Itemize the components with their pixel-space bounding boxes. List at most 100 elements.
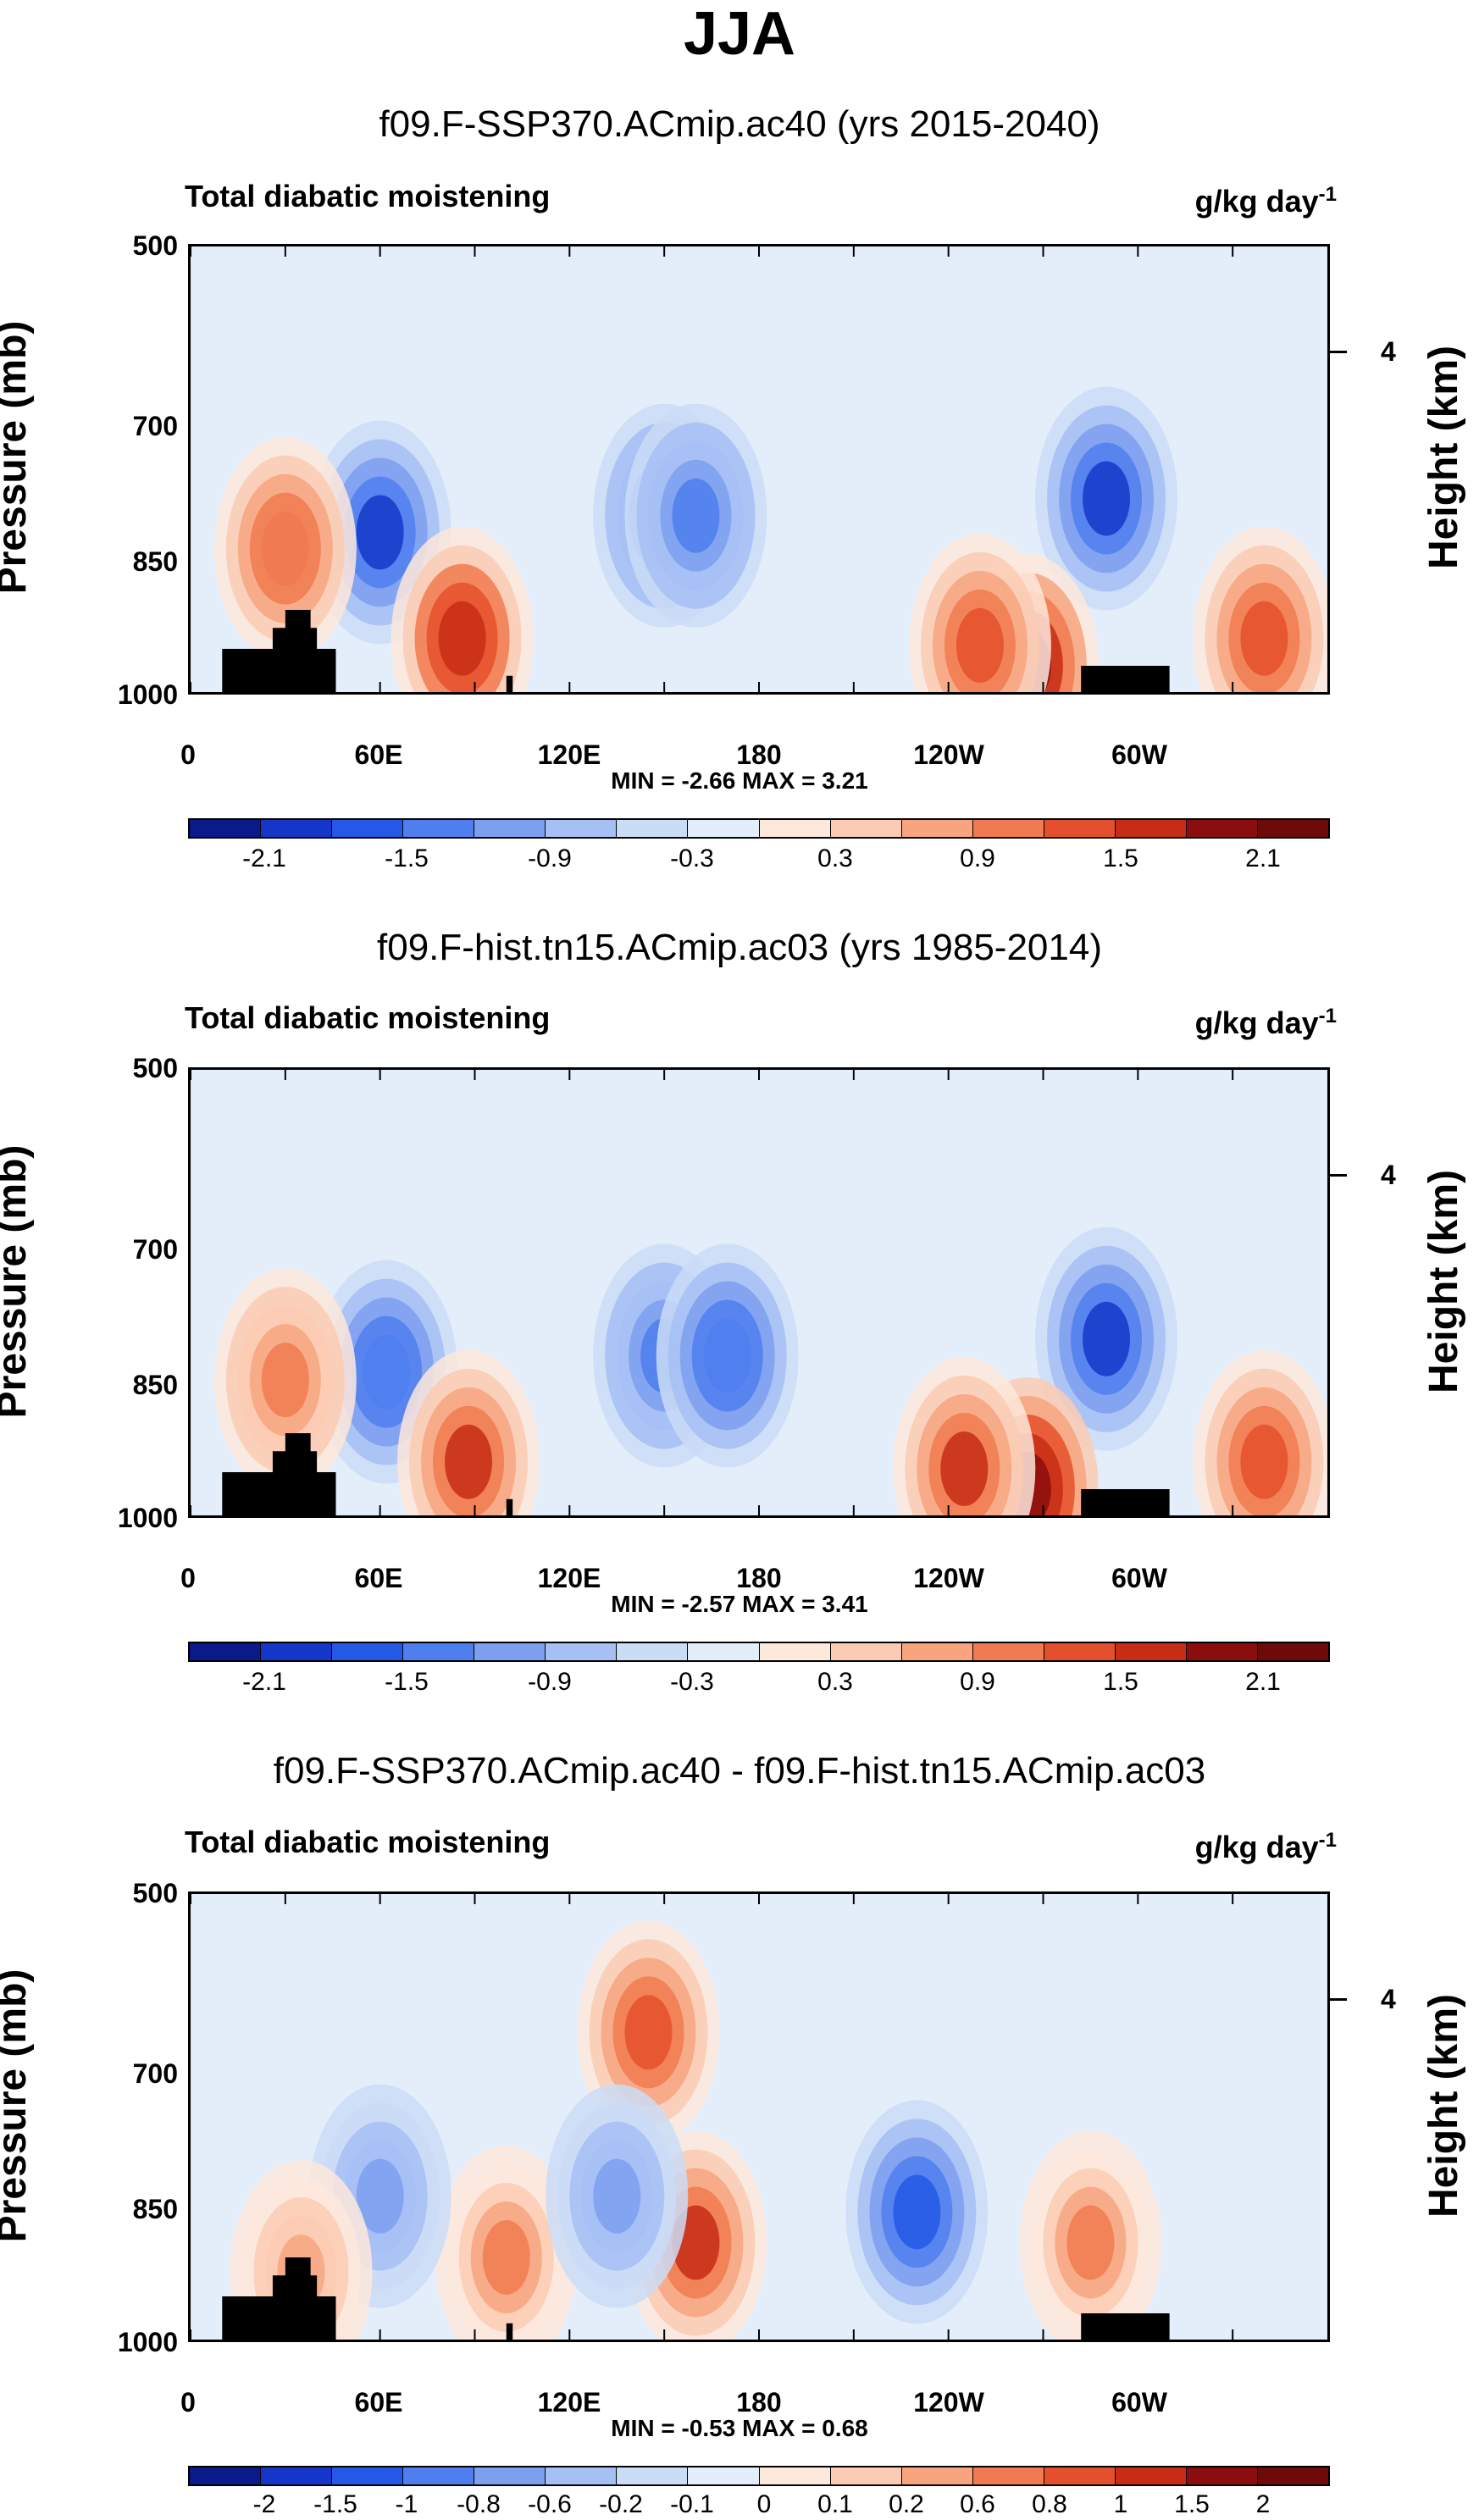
colorbar-swatch — [403, 820, 475, 837]
colorbar-swatch — [830, 820, 902, 837]
colorbar-swatch — [901, 820, 973, 837]
contour-feature-8 — [1240, 1424, 1288, 1499]
colorbar-swatch — [901, 2467, 973, 2484]
panel-3-xtick-0: 0 — [180, 2387, 196, 2418]
panel-3-cb-label: -2 — [252, 2490, 276, 2518]
colorbar-swatch — [190, 820, 262, 837]
colorbar-swatch — [474, 2467, 546, 2484]
colorbar-swatch — [972, 2467, 1044, 2484]
colorbar-swatch — [261, 1643, 333, 1660]
contour-feature-5 — [261, 1343, 309, 1418]
contour-feature-0 — [356, 495, 404, 570]
colorbar-swatch — [759, 2467, 831, 2484]
panel-1-ytick-700: 700 — [132, 411, 178, 441]
topography-mask — [285, 1432, 311, 1515]
colorbar-swatch — [617, 820, 689, 837]
panel-3-cb-label: 0.2 — [889, 2490, 924, 2518]
panel-1-cb-label: 0.3 — [817, 845, 853, 872]
colorbar-swatch — [1186, 820, 1258, 837]
panel-3-units-label: g/kg day-1 — [1194, 1829, 1337, 1864]
contour-feature-6 — [1066, 2205, 1115, 2280]
panel-3-cb-label: -0.2 — [599, 2490, 643, 2518]
topography-mask — [506, 2323, 513, 2340]
colorbar-swatch — [972, 1643, 1044, 1660]
panel-2-xtick-120w: 120W — [913, 1563, 984, 1593]
panel-2-xtick-120e: 120E — [537, 1563, 601, 1593]
panel-2-cb-label: 1.5 — [1103, 1668, 1138, 1696]
colorbar-swatch — [617, 2467, 689, 2484]
panel-2-right-tick — [1330, 1174, 1347, 1177]
colorbar-swatch — [1044, 820, 1116, 837]
panel-1-cb-label: 0.9 — [960, 845, 995, 872]
topography-mask — [506, 675, 513, 692]
panel-1-xtick-120e: 120E — [537, 739, 601, 770]
panel-1-pressure-axis-title: Pressure (mb) — [0, 320, 35, 595]
panel-3-pressure-axis-title: Pressure (mb) — [0, 1969, 35, 2243]
panel-3-ytick-1000: 1000 — [117, 2327, 178, 2357]
panel-2-cb-label: 0.9 — [960, 1668, 995, 1696]
panel-3-cb-label: 0 — [756, 2490, 772, 2518]
panel-3-right-tick-label: 4 — [1381, 1984, 1396, 2014]
colorbar-swatch — [1115, 820, 1187, 837]
panel-3-cb-label: 0.1 — [817, 2490, 853, 2518]
colorbar-swatch — [190, 1643, 262, 1660]
contour-feature-8 — [1240, 601, 1288, 676]
colorbar-swatch — [1186, 2467, 1258, 2484]
panel-3-cb-label: -1 — [395, 2490, 418, 2518]
panel-3-contour-field — [191, 1894, 1327, 2340]
panel-1-title: f09.F-SSP370.ACmip.ac40 (yrs 2015-2040) — [379, 103, 1100, 145]
panel-2-xtick-60e: 60E — [354, 1563, 403, 1593]
colorbar-swatch — [759, 820, 831, 837]
panel-1-height-axis-title: Height (km) — [1421, 346, 1466, 569]
panel-2-height-axis-title: Height (km) — [1421, 1170, 1466, 1393]
panel-3-min-max-label: MIN = -0.53 MAX = 0.68 — [611, 2415, 868, 2441]
topography-mask — [285, 609, 311, 692]
panel-3-xtick-60w: 60W — [1111, 2387, 1167, 2418]
panel-2-colorbar — [188, 1642, 1330, 1662]
panel-3-cb-label: 0.6 — [960, 2490, 995, 2518]
colorbar-swatch — [830, 2467, 902, 2484]
panel-2-cb-label: 2.1 — [1245, 1668, 1281, 1696]
panel-2-title: f09.F-hist.tn15.ACmip.ac03 (yrs 1985-201… — [377, 927, 1102, 968]
panel-1-min-max-label: MIN = -2.66 MAX = 3.21 — [611, 767, 868, 794]
panel-3-ytick-850: 850 — [132, 2194, 178, 2224]
panel-3-right-tick — [1330, 1998, 1347, 2001]
colorbar-swatch — [546, 2467, 618, 2484]
panel-2-ytick-1000: 1000 — [117, 1503, 178, 1533]
panel-2-min-max-label: MIN = -2.57 MAX = 3.41 — [611, 1591, 868, 1617]
colorbar-swatch — [261, 820, 333, 837]
panel-1-xtick-0: 0 — [180, 739, 196, 770]
panel-1-xtick-60e: 60E — [354, 739, 403, 770]
topography-mask — [1081, 2313, 1170, 2340]
panel-3-xtick-120w: 120W — [913, 2387, 984, 2418]
panel-3-title: f09.F-SSP370.ACmip.ac40 - f09.F-hist.tn1… — [273, 1750, 1206, 1792]
panel-2-cb-label: -0.3 — [670, 1668, 714, 1696]
topography-mask — [506, 1498, 513, 1515]
panel-2-xtick-180: 180 — [736, 1563, 782, 1593]
contour-feature-0 — [363, 1334, 411, 1410]
panel-2-ytick-700: 700 — [132, 1234, 178, 1265]
panel-2-plot-area — [188, 1067, 1330, 1518]
panel-3-xtick-180: 180 — [736, 2387, 782, 2418]
panel-2-cb-label: -0.9 — [528, 1668, 572, 1696]
panel-1-cb-label: 2.1 — [1245, 845, 1281, 872]
contour-feature-4 — [438, 601, 486, 676]
panel-1-cb-label: -0.3 — [670, 845, 714, 872]
colorbar-swatch — [1044, 1643, 1116, 1660]
panel-2-cb-label: -2.1 — [242, 1668, 286, 1696]
topography-mask — [1081, 666, 1170, 692]
colorbar-swatch — [474, 1643, 546, 1660]
panel-1-cb-label: -1.5 — [385, 845, 429, 872]
contour-feature-0 — [893, 2174, 941, 2250]
panel-2-units-label: g/kg day-1 — [1194, 1005, 1337, 1040]
colorbar-swatch — [1257, 2467, 1328, 2484]
topography-mask — [1081, 1489, 1170, 1515]
colorbar-swatch — [1115, 2467, 1187, 2484]
contour-feature-2 — [672, 478, 720, 553]
contour-feature-7 — [956, 607, 1004, 683]
contour-feature-3 — [482, 2219, 530, 2295]
panel-2-right-tick-label: 4 — [1381, 1160, 1396, 1190]
panel-3-variable-label: Total diabatic moistening — [185, 1825, 551, 1859]
panel-2-cb-label: 0.3 — [817, 1668, 853, 1696]
colorbar-swatch — [1115, 1643, 1187, 1660]
